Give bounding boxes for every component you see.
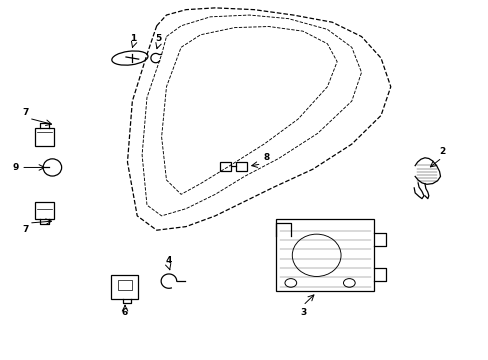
Text: 4: 4: [165, 256, 172, 265]
Text: 2: 2: [438, 147, 444, 156]
Text: 9: 9: [13, 163, 19, 172]
Text: 7: 7: [23, 108, 29, 117]
Text: 3: 3: [299, 308, 305, 317]
Text: 1: 1: [130, 33, 136, 42]
Text: 5: 5: [155, 33, 161, 42]
Text: 7: 7: [23, 225, 29, 234]
Text: 6: 6: [122, 308, 128, 317]
Text: 8: 8: [263, 153, 269, 162]
